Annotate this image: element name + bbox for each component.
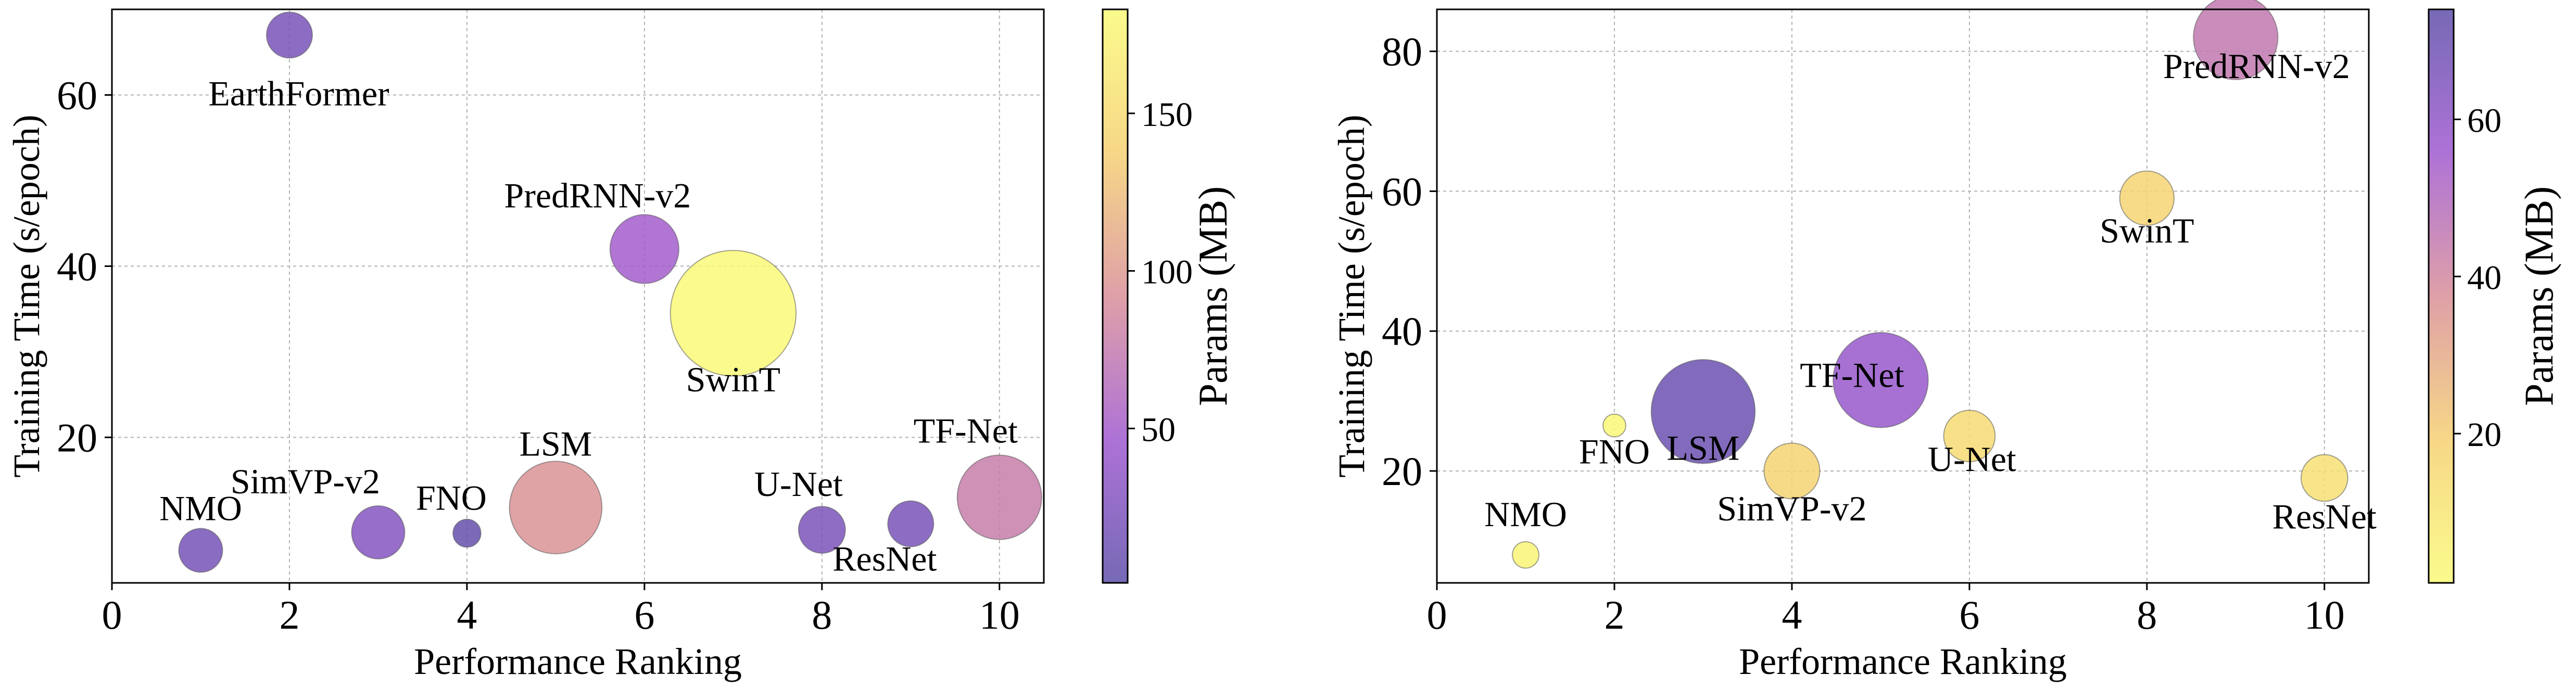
bubble-swint: [2119, 170, 2175, 226]
x-tick-label: 2: [1604, 592, 1624, 638]
x-tick-label: 0: [102, 592, 122, 638]
chart-panel-right: NMO FNO LSM SimVP-v2 TF-Net U-Net SwinT PredRNN…: [1331, 0, 2561, 682]
bubble-u-net: [1943, 410, 1996, 463]
point-label-tf-net: TF-Net: [1800, 355, 1904, 394]
x-tick-label: 10: [2304, 592, 2345, 638]
plot-frame: [1436, 8, 2370, 584]
point-label-layer: NMO EarthFormer SimVP-v2 FNO LSM PredRNN-v2 Sw…: [159, 73, 1018, 578]
point-label-simvp-v2: SimVP-v2: [231, 462, 380, 501]
x-axis-label: Performance Ranking: [1739, 641, 2067, 682]
plot-frame: [111, 8, 1045, 584]
point-label-nmo: NMO: [159, 488, 242, 528]
x-tick-label: 4: [1782, 592, 1802, 638]
x-tick-label: 8: [812, 592, 832, 638]
x-tick-label: 8: [2137, 592, 2157, 638]
bubble-lsm: [1650, 359, 1756, 464]
y-axis-label: Training Time (s/epoch): [6, 114, 47, 477]
point-label-nmo: NMO: [1484, 494, 1567, 534]
chart-panel-left: NMO EarthFormer SimVP-v2 FNO LSM PredRNN-v2 Sw…: [6, 8, 1235, 682]
y-tick-label: 20: [1382, 449, 1422, 494]
point-label-u-net: U-Net: [1928, 439, 2016, 479]
bubble-lsm: [509, 461, 603, 555]
x-tick-label: 2: [279, 592, 299, 638]
axis-ticks: 0 2 4 6 8 10 20 40 60 80: [1382, 29, 2345, 638]
bubble-u-net: [798, 506, 846, 554]
bubble-layer: [178, 11, 1042, 573]
bubble-nmo: [1512, 541, 1539, 569]
colorbar-label: Params (MB): [2516, 186, 2561, 406]
bubble-swint: [670, 250, 797, 377]
point-label-fno: FNO: [416, 478, 487, 518]
bubble-nmo: [178, 528, 223, 573]
y-tick-label: 60: [57, 72, 97, 118]
colorbar-gradient: [2428, 8, 2455, 584]
point-label-fno: FNO: [1579, 432, 1650, 472]
point-label-tf-net: TF-Net: [914, 411, 1018, 451]
point-label-earthformer: EarthFormer: [208, 73, 389, 113]
colorbar: Params (MB) 50 100 150: [1102, 8, 1235, 584]
colorbar-tick-label: 150: [1141, 96, 1193, 134]
point-label-lsm: LSM: [1667, 428, 1740, 468]
bubble-layer: [1512, 0, 2348, 569]
bubble-earthformer: [266, 11, 313, 59]
bubble-simvp-v2: [1763, 442, 1821, 500]
point-label-swint: SwinT: [686, 360, 780, 399]
point-label-predrnn-v2: PredRNN-v2: [2163, 46, 2350, 86]
point-label-lsm: LSM: [519, 424, 592, 463]
bubble-fno: [452, 518, 482, 548]
bubble-resnet: [887, 500, 935, 547]
y-axis-label: Training Time (s/epoch): [1331, 114, 1372, 477]
colorbar: Params (MB) 20 40 60: [2428, 8, 2561, 584]
x-tick-label: 10: [979, 592, 1020, 638]
grid-lines: [1436, 9, 2369, 583]
colorbar-tick-label: 100: [1141, 253, 1193, 291]
bubble-predrnn-v2: [609, 214, 679, 284]
x-tick-label: 6: [1959, 592, 1979, 638]
point-label-u-net: U-Net: [754, 464, 843, 504]
point-label-swint: SwinT: [2100, 211, 2194, 250]
colorbar-tick-label: 60: [2467, 101, 2502, 139]
bubble-fno: [1602, 413, 1626, 438]
bubble-resnet: [2300, 454, 2348, 502]
colorbar-tick-label: 20: [2467, 416, 2502, 454]
point-label-resnet: ResNet: [2272, 496, 2377, 536]
point-label-layer: NMO FNO LSM SimVP-v2 TF-Net U-Net SwinT PredRNN…: [1484, 46, 2377, 537]
colorbar-gradient: [1102, 8, 1129, 584]
colorbar-label: Params (MB): [1190, 186, 1235, 406]
y-tick-label: 40: [57, 244, 97, 289]
bubble-tf-net: [1833, 332, 1929, 428]
point-label-predrnn-v2: PredRNN-v2: [504, 176, 691, 215]
y-tick-label: 20: [57, 415, 97, 460]
colorbar-tick-label: 50: [1141, 411, 1176, 449]
bubble-tf-net: [956, 454, 1042, 540]
point-label-resnet: ResNet: [832, 539, 937, 579]
y-tick-label: 80: [1382, 29, 1422, 74]
x-axis-label: Performance Ranking: [414, 641, 742, 682]
axis-ticks: 0 2 4 6 8 10 20 40 60: [57, 72, 1020, 638]
x-tick-label: 0: [1427, 592, 1447, 638]
bubble-simvp-v2: [351, 505, 406, 559]
bubble-predrnn-v2: [2193, 0, 2279, 80]
colorbar-tick-label: 40: [2467, 259, 2502, 297]
point-label-simvp-v2: SimVP-v2: [1717, 489, 1866, 528]
x-tick-label: 6: [634, 592, 654, 638]
y-tick-label: 60: [1382, 169, 1422, 214]
y-tick-label: 40: [1382, 309, 1422, 354]
x-tick-label: 4: [457, 592, 477, 638]
